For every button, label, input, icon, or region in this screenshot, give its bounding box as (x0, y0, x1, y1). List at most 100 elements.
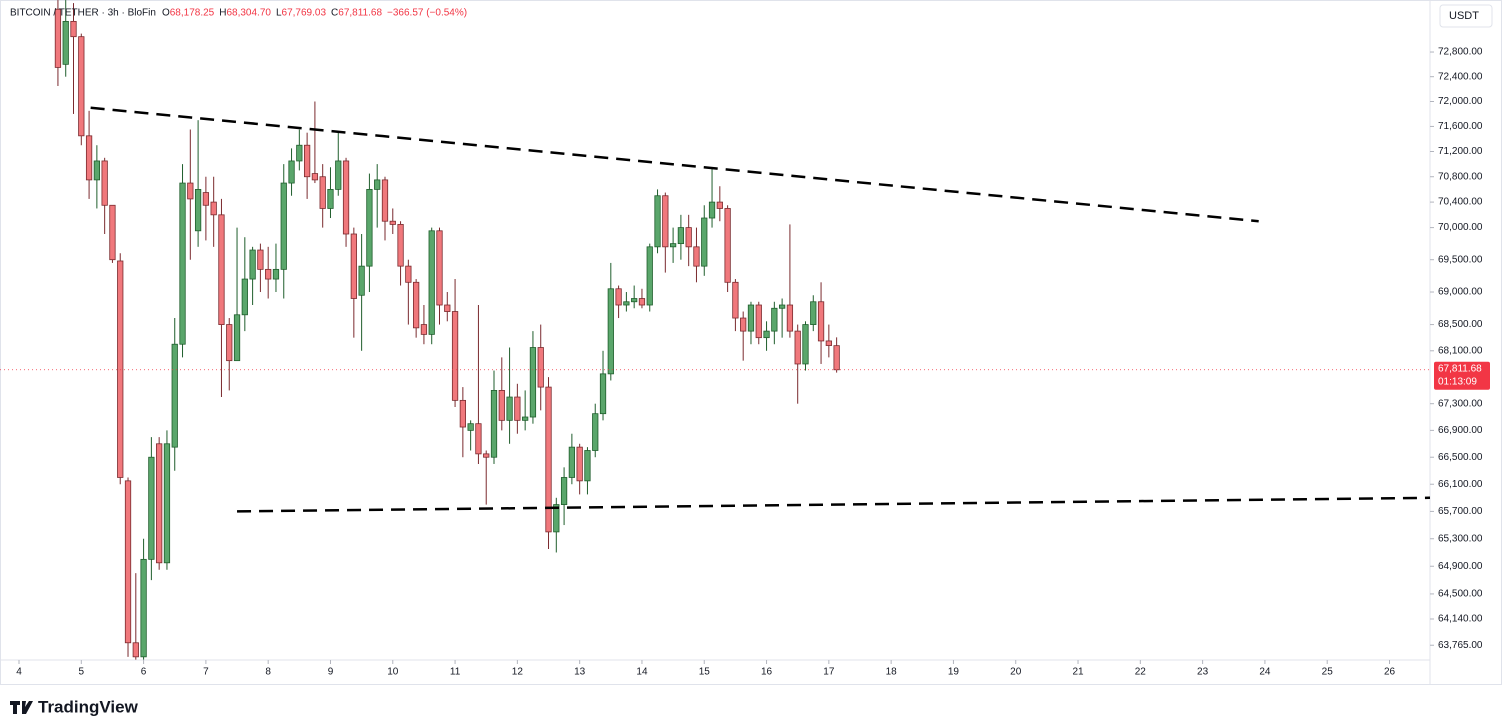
brand[interactable]: TradingView (10, 697, 139, 716)
candle-body (631, 298, 638, 303)
x-tick-label: 25 (1322, 667, 1334, 678)
countdown-label: 01:13:09 (1438, 376, 1477, 387)
candle (117, 253, 124, 485)
candle-body (833, 345, 840, 371)
candle-body (646, 246, 653, 306)
candle (202, 176, 210, 241)
y-tick-label: 72,800.00 (1438, 47, 1483, 58)
candle-body (140, 558, 147, 658)
y-tick-label: 68,100.00 (1438, 345, 1483, 356)
candle (638, 288, 646, 309)
candle-body (226, 324, 233, 362)
candle-body (420, 324, 428, 335)
y-tick-label: 65,700.00 (1438, 506, 1483, 517)
brand-name[interactable]: TradingView (38, 697, 139, 716)
candle (249, 246, 256, 306)
x-tick-label: 24 (1259, 667, 1271, 678)
currency-label[interactable]: USDT (1449, 10, 1479, 22)
y-tick-label: 70,800.00 (1438, 171, 1483, 182)
candle (560, 467, 568, 526)
candle (724, 205, 731, 293)
x-tick-label: 12 (512, 667, 524, 678)
candle (506, 347, 513, 444)
candle (381, 176, 389, 241)
y-tick-label: 63,765.00 (1438, 640, 1483, 651)
candle (78, 33, 85, 146)
candle-body (708, 201, 716, 219)
candle-body (584, 450, 591, 482)
x-tick-label: 8 (265, 667, 271, 678)
candle (109, 204, 116, 263)
candle-body (272, 268, 280, 280)
candle-body (70, 20, 77, 38)
x-tick-label: 11 (450, 667, 461, 678)
symbol-title: BITCOIN / TETHER · 3h · BloFin (10, 8, 156, 19)
candle (778, 298, 786, 338)
x-tick-label: 20 (1010, 667, 1022, 678)
trendline (237, 496, 1431, 513)
candle (514, 383, 521, 434)
candle (662, 192, 669, 273)
candle (615, 285, 622, 319)
currency-button[interactable]: USDT (1439, 4, 1493, 28)
candle-body (350, 233, 357, 299)
candle-body (366, 188, 373, 267)
last-price-tag (1434, 361, 1490, 390)
candle (701, 205, 708, 276)
currency-button-box[interactable] (1439, 4, 1493, 28)
candle (716, 186, 723, 222)
candle (413, 279, 420, 338)
candle (810, 295, 817, 332)
brand-logo[interactable] (10, 701, 33, 714)
candle-body (786, 304, 794, 332)
candle (685, 214, 692, 267)
candle-body (506, 396, 513, 421)
candle-body (716, 201, 723, 209)
candle (428, 227, 435, 345)
x-tick-label: 10 (387, 667, 399, 678)
candle (623, 292, 630, 312)
candle-body (194, 188, 202, 232)
x-tick-label: 19 (948, 667, 960, 678)
candle (771, 301, 778, 345)
x-tick-label: 15 (699, 667, 711, 678)
x-tick-label: 5 (79, 667, 85, 678)
candle (311, 101, 319, 184)
candle (62, 0, 69, 77)
candle-body (638, 298, 646, 306)
candle (358, 234, 365, 351)
candle-body (85, 135, 93, 181)
candle-body (825, 340, 832, 346)
candle-body (233, 314, 241, 362)
candle-body (148, 456, 155, 560)
candle-body (685, 227, 692, 248)
candle-body (296, 144, 303, 162)
y-tick-label: 68,500.00 (1438, 319, 1483, 330)
candle (802, 321, 809, 371)
candle-body (553, 504, 560, 533)
candle-body (413, 281, 420, 329)
candle (747, 301, 755, 345)
candle (366, 173, 373, 293)
candle-body (327, 188, 334, 209)
candle (233, 227, 241, 362)
candle (171, 318, 178, 471)
candle (179, 164, 186, 358)
y-tick-label: 70,400.00 (1438, 197, 1483, 208)
candle-body (724, 208, 731, 283)
candle (303, 132, 311, 199)
candle (350, 227, 357, 338)
candle (389, 208, 396, 235)
x-tick-label: 9 (328, 667, 334, 678)
ohlc-value: 67,811.68 (338, 8, 382, 19)
candle (693, 227, 700, 283)
candle-body (794, 330, 801, 365)
candle-body (319, 176, 326, 209)
price-change: −366.57 (−0.54%) (387, 8, 467, 19)
candle-body (171, 343, 178, 448)
candle (732, 279, 739, 332)
candle-body (156, 443, 163, 564)
candle-body (428, 230, 435, 335)
candle-body (311, 173, 319, 181)
